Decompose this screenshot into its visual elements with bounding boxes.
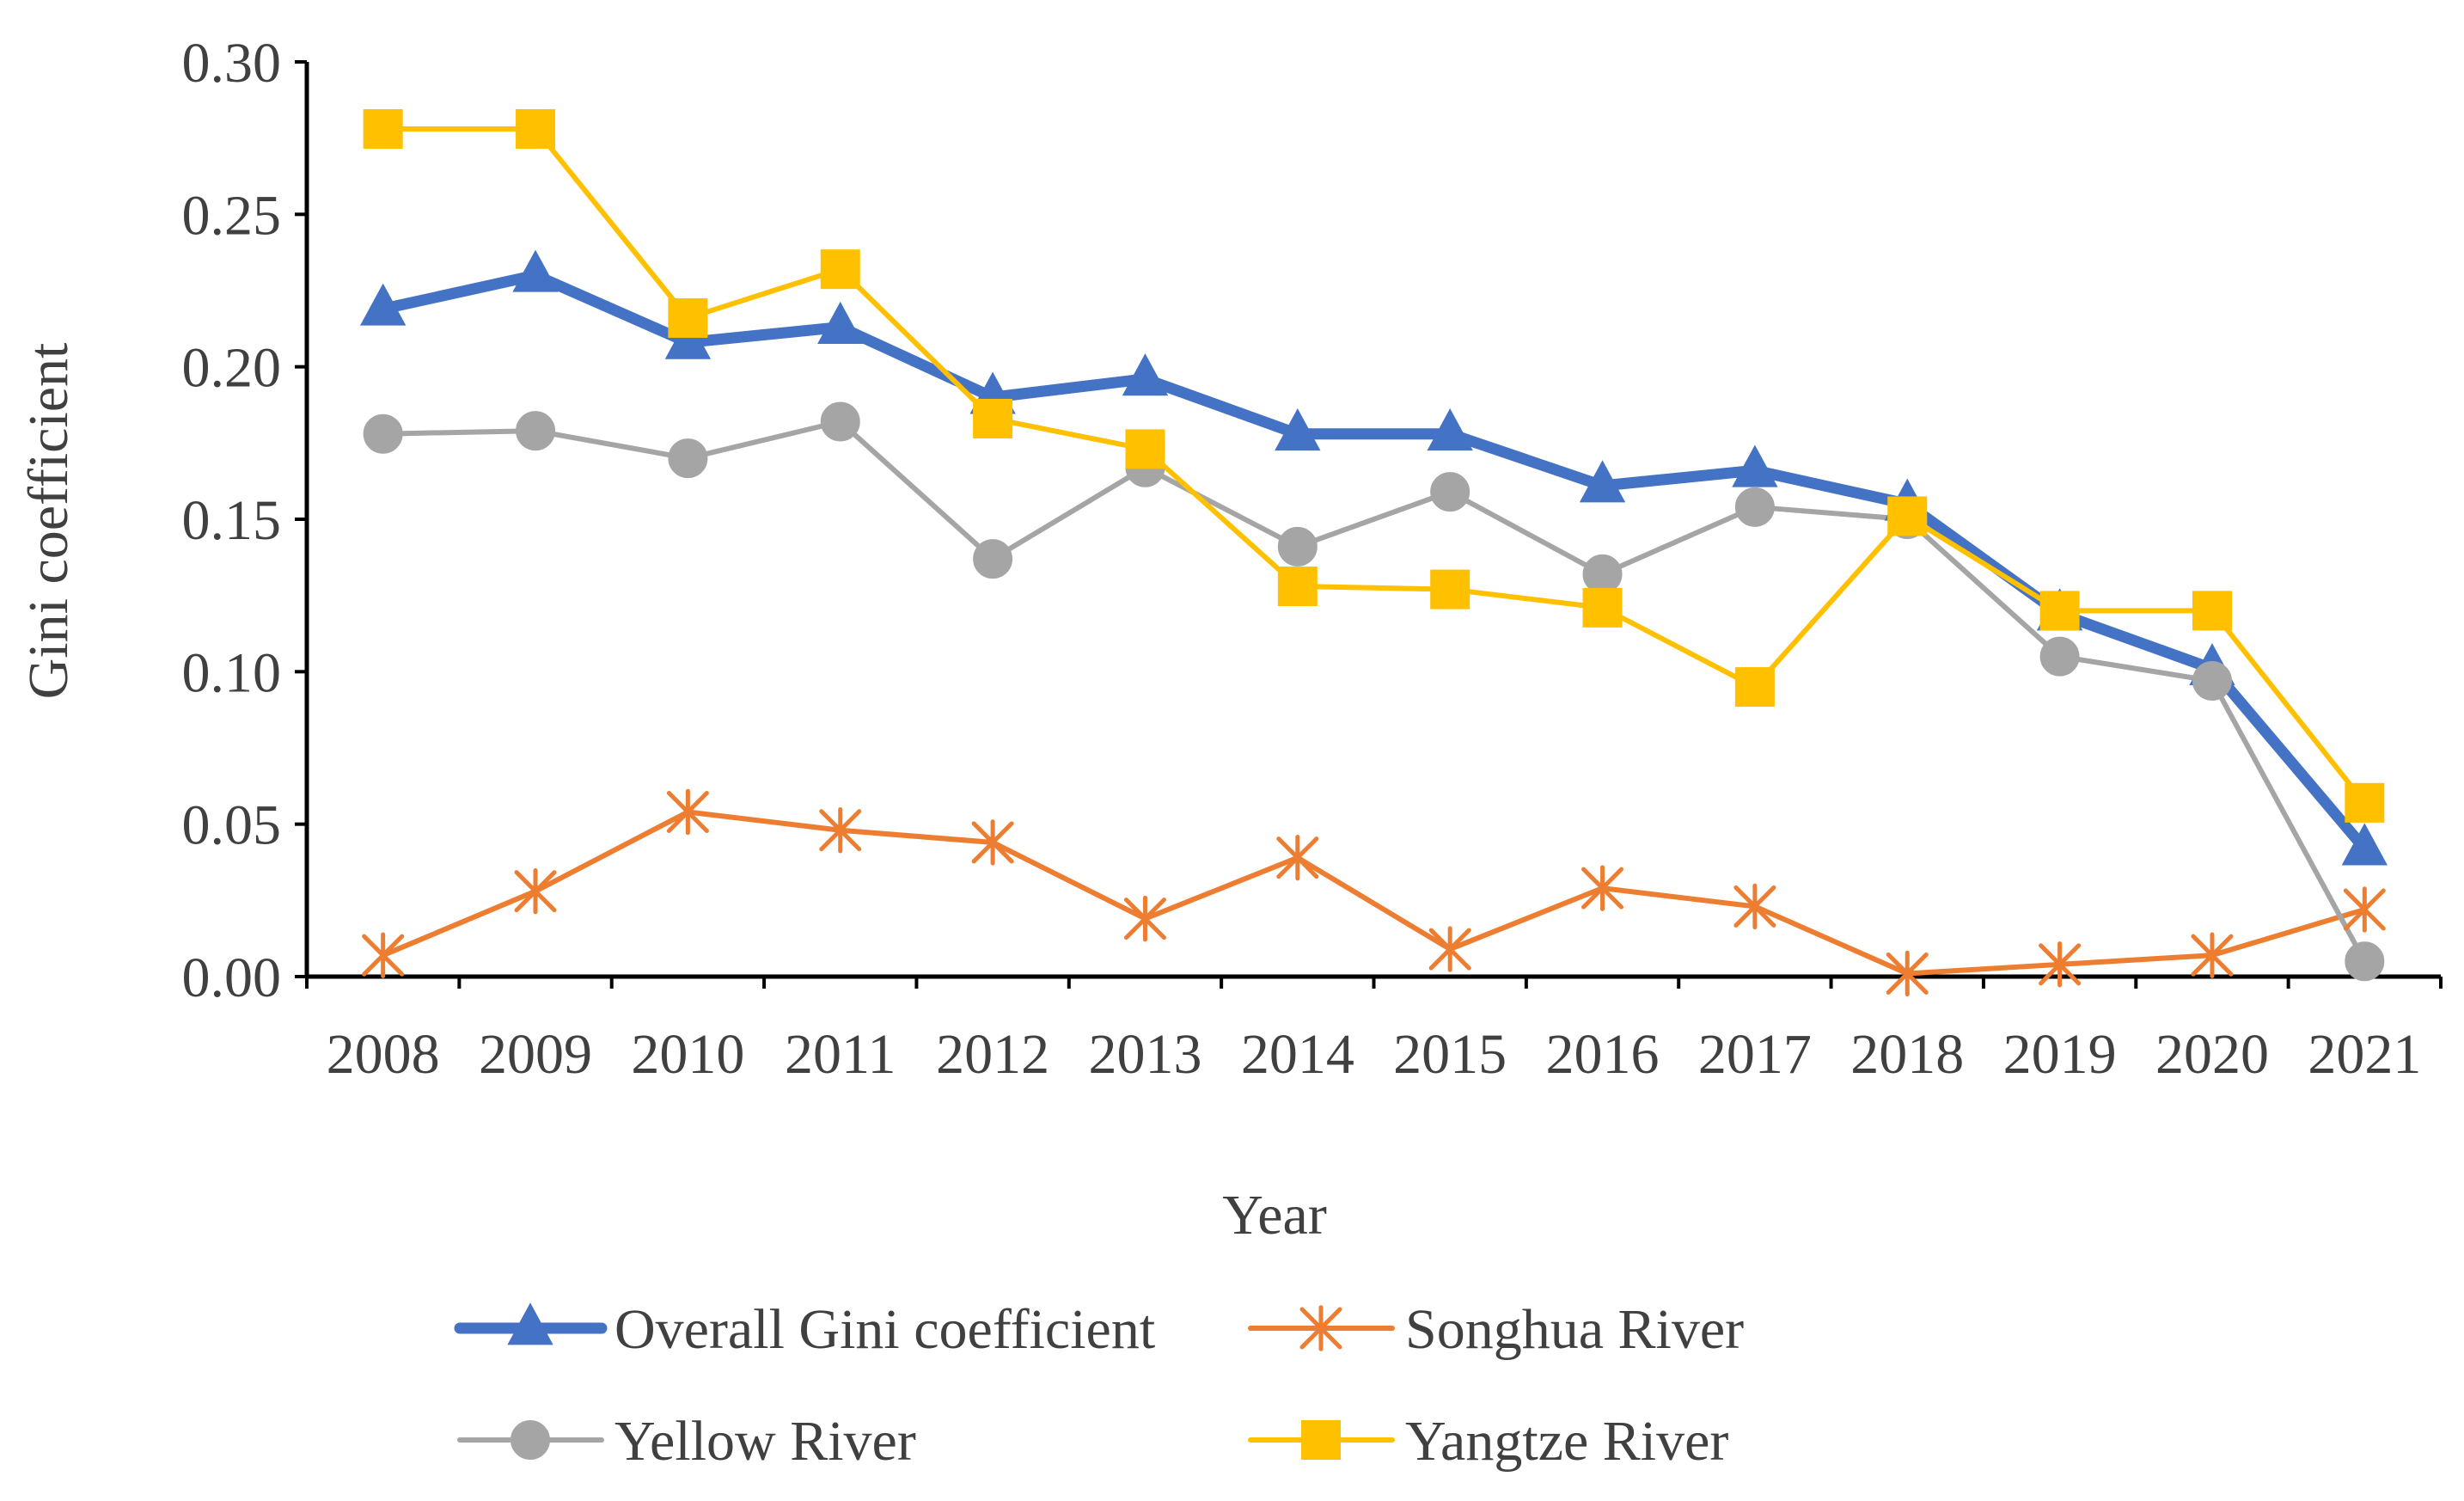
x-tick-label: 2021 [2308, 1023, 2421, 1086]
data-point-yellow-river [516, 411, 556, 451]
data-point-yellow-river [668, 438, 708, 479]
data-point-yellow-river [1582, 554, 1623, 594]
x-tick-label: 2019 [2003, 1023, 2117, 1086]
data-point-songhua-river [666, 788, 709, 836]
series-line-yellow-river [380, 419, 2368, 965]
legend: Overall Gini coefficient Songhua River Yel… [454, 1298, 1744, 1473]
data-point-yangtze-river [1277, 567, 1318, 607]
data-point-songhua-river [1733, 883, 1776, 930]
data-point-yangtze-river [2345, 782, 2385, 823]
data-point-yellow-river [1277, 526, 1318, 567]
data-point-yangtze-river [1582, 587, 1623, 628]
data-point-yellow-river [363, 414, 403, 454]
series-line-songhua-river [380, 809, 2368, 977]
data-point-yellow-river [820, 401, 860, 442]
data-point-yangtze-river [1430, 569, 1470, 610]
x-tick-label: 2009 [479, 1023, 592, 1086]
y-tick-label: 0.10 [182, 641, 282, 704]
data-point-overall-gini-coefficient [1579, 460, 1626, 503]
x-tick-label: 2016 [1546, 1023, 1660, 1086]
series-layer [377, 126, 2370, 977]
data-point-yellow-river [973, 539, 1013, 579]
data-point-yellow-river [1430, 472, 1470, 512]
data-point-songhua-river [2039, 941, 2082, 988]
x-tick-label: 2010 [631, 1023, 744, 1086]
data-point-yangtze-river [1734, 667, 1775, 708]
data-point-yellow-river [2039, 636, 2080, 677]
data-point-overall-gini-coefficient [664, 316, 712, 359]
data-point-overall-gini-coefficient [359, 283, 407, 326]
data-point-songhua-river [819, 807, 862, 854]
x-tick-label: 2012 [936, 1023, 1049, 1086]
y-axis-title: Gini coefficient [17, 343, 80, 700]
y-tick-label: 0.15 [182, 489, 282, 552]
data-point-songhua-river [2191, 932, 2234, 978]
data-point-yangtze-river [516, 109, 556, 150]
legend-item-yangtze-river: Yangtze River [1248, 1410, 1728, 1473]
y-tick-label: 0.30 [182, 32, 282, 95]
y-tick-label: 0.20 [182, 337, 282, 400]
data-point-overall-gini-coefficient [1732, 444, 1778, 487]
legend-marker [507, 1302, 553, 1345]
x-tick-label: 2015 [1393, 1023, 1507, 1086]
legend-label: Yangtze River [1405, 1410, 1728, 1473]
x-tick-label: 2020 [2155, 1023, 2269, 1086]
marker-layer [359, 109, 2388, 997]
x-axis-title: Year [1222, 1184, 1327, 1247]
data-point-songhua-river [1581, 865, 1624, 911]
data-point-songhua-river [514, 867, 557, 915]
legend-label: Overall Gini coefficient [614, 1298, 1155, 1361]
data-point-yangtze-river [1125, 429, 1165, 469]
data-point-yellow-river [2345, 941, 2385, 982]
data-point-songhua-river [971, 819, 1014, 866]
data-point-songhua-river [2343, 886, 2386, 933]
legend-label: Songhua River [1405, 1298, 1744, 1361]
data-point-yangtze-river [2192, 591, 2232, 631]
x-tick-label: 2013 [1088, 1023, 1201, 1086]
data-point-yangtze-river [1887, 496, 1928, 536]
series-line-overall-gini-coefficient [377, 269, 2370, 855]
legend-item-songhua-river: Songhua River [1248, 1298, 1744, 1361]
data-point-songhua-river [362, 932, 405, 978]
legend-item-overall-gini-coefficient: Overall Gini coefficient [454, 1298, 1155, 1361]
axes: 0.00 0.05 0.10 0.15 0.20 0.25 0.30 2008 2009 2010… [182, 32, 2443, 1086]
legend-label: Yellow River [614, 1410, 916, 1473]
data-point-songhua-river [1276, 834, 1319, 881]
legend-marker [1301, 1420, 1341, 1460]
x-tick-label: 2014 [1241, 1023, 1354, 1086]
data-point-yellow-river [2192, 660, 2232, 701]
y-tick-label: 0.00 [182, 947, 282, 1009]
data-point-overall-gini-coefficient [1122, 353, 1169, 396]
data-point-yangtze-river [668, 297, 708, 338]
data-point-songhua-river [1428, 926, 1471, 972]
x-tick-label: 2018 [1850, 1023, 1964, 1086]
data-point-overall-gini-coefficient [1275, 407, 1321, 451]
data-point-yangtze-river [363, 109, 403, 150]
data-point-yangtze-river [820, 249, 860, 290]
y-tick-label: 0.25 [182, 184, 282, 247]
x-tick-label: 2008 [327, 1023, 440, 1086]
data-point-yangtze-river [973, 398, 1013, 438]
series-line-yangtze-river [380, 126, 2368, 806]
data-point-overall-gini-coefficient [817, 301, 864, 344]
data-point-yangtze-river [2039, 591, 2080, 631]
x-tick-label: 2011 [785, 1023, 896, 1086]
legend-item-yellow-river: Yellow River [457, 1410, 916, 1473]
data-point-overall-gini-coefficient [2341, 823, 2388, 866]
data-point-overall-gini-coefficient [512, 249, 559, 292]
data-point-yellow-river [1734, 487, 1775, 527]
x-tick-label: 2017 [1698, 1023, 1812, 1086]
legend-marker [1299, 1305, 1342, 1351]
data-point-songhua-river [1886, 950, 1929, 997]
legend-marker [511, 1420, 550, 1460]
y-tick-label: 0.05 [182, 794, 282, 857]
data-point-songhua-river [1123, 895, 1166, 942]
data-point-overall-gini-coefficient [1427, 407, 1473, 451]
